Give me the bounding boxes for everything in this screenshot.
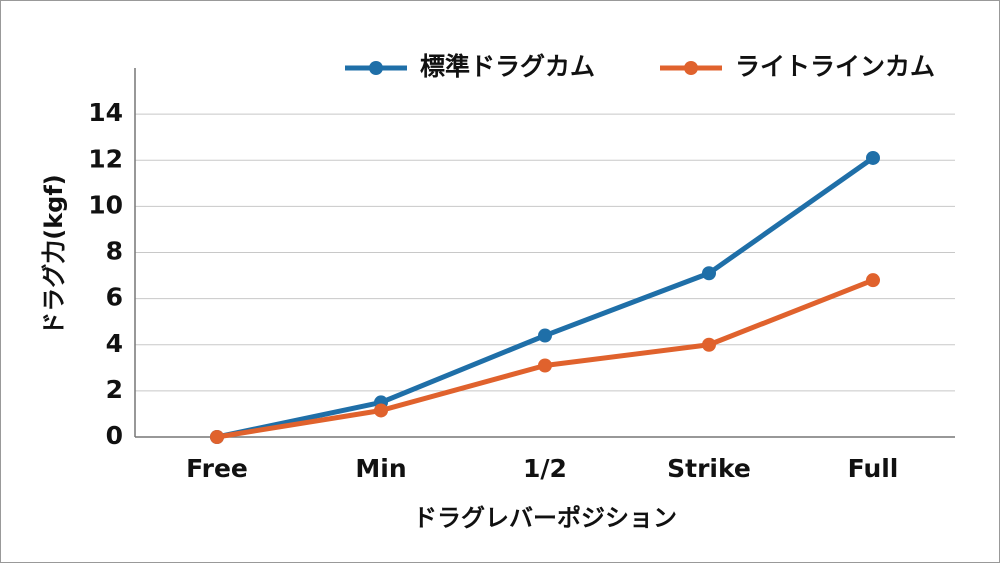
y-axis-label: ドラグ力(kgf): [40, 174, 68, 336]
y-tick-label: 12: [88, 144, 123, 173]
point: [702, 337, 716, 352]
legend-label: 標準ドラグカム: [420, 52, 595, 81]
point: [538, 328, 552, 343]
x-tick-label: Free: [186, 454, 248, 483]
x-tick-label: Min: [355, 454, 406, 483]
point: [702, 266, 716, 281]
x-axis-label: ドラグレバーポジション: [413, 504, 677, 532]
y-tick-label: 2: [106, 375, 123, 404]
x-tick-label: Full: [848, 454, 899, 483]
point: [866, 150, 880, 165]
y-tick-label: 10: [88, 190, 123, 219]
x-tick-label: Strike: [667, 454, 751, 483]
y-tick-label: 8: [106, 237, 123, 266]
y-tick-label: 6: [106, 283, 123, 312]
legend-label: ライトラインカム: [735, 52, 935, 81]
x-tick-label: 1/2: [523, 454, 567, 483]
legend-marker: [684, 61, 698, 75]
y-tick-label: 4: [106, 329, 123, 358]
y-tick-label: 14: [88, 98, 123, 127]
point: [374, 403, 388, 418]
point: [210, 430, 224, 444]
y-tick-label: 0: [106, 421, 123, 450]
legend-marker: [369, 61, 383, 75]
point: [866, 273, 880, 288]
point: [538, 358, 552, 373]
